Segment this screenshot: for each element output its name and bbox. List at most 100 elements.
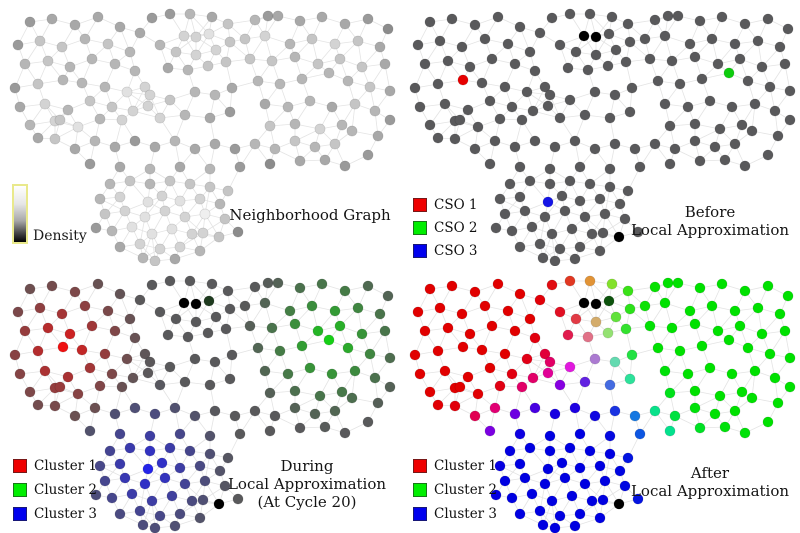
graph-node	[609, 138, 621, 150]
graph-node	[24, 283, 36, 295]
graph-node	[589, 143, 601, 155]
graph-node	[84, 425, 96, 437]
graph-node	[139, 211, 151, 223]
graph-node	[79, 300, 91, 312]
graph-node	[704, 362, 716, 374]
graph-node	[579, 478, 591, 490]
graph-node	[736, 386, 748, 398]
graph-node	[204, 112, 216, 124]
graph-node	[652, 342, 664, 354]
graph-node	[554, 379, 566, 391]
graph-node	[189, 143, 201, 155]
cluster-3-label: Cluster 3	[34, 505, 98, 522]
graph-node	[484, 362, 496, 374]
graph-node	[244, 320, 256, 332]
graph-node	[306, 33, 318, 45]
graph-node	[582, 331, 594, 343]
graph-node	[519, 205, 531, 217]
graph-node	[94, 113, 106, 125]
graph-node	[544, 163, 556, 175]
graph-node	[314, 390, 326, 402]
graph-node	[659, 365, 671, 377]
graph-node	[232, 226, 244, 238]
graph-node	[119, 472, 131, 484]
graph-node	[546, 495, 558, 507]
graph-node	[234, 161, 246, 173]
graph-node	[46, 280, 58, 292]
graph-node	[603, 28, 615, 40]
graph-node	[613, 231, 625, 243]
graph-node	[139, 348, 151, 360]
graph-node	[622, 452, 634, 464]
graph-node	[509, 325, 521, 337]
graph-node	[219, 480, 231, 492]
graph-node	[349, 98, 361, 110]
graph-node	[154, 112, 166, 124]
graph-node	[486, 53, 498, 65]
graph-node	[249, 281, 261, 293]
graph-node	[584, 178, 596, 190]
legend-row: Cluster 2	[413, 482, 497, 498]
graph-node	[156, 457, 168, 469]
graph-node	[164, 361, 176, 373]
graph-node	[723, 334, 735, 346]
title-line: Local Approximation	[227, 475, 387, 493]
graph-node	[764, 348, 776, 360]
graph-node	[599, 475, 611, 487]
graph-node	[594, 245, 606, 257]
graph-node	[624, 106, 636, 118]
graph-node	[539, 211, 551, 223]
graph-node	[519, 472, 531, 484]
graph-node	[229, 143, 241, 155]
graph-node	[84, 95, 96, 107]
graph-node	[296, 340, 308, 352]
graph-node	[614, 465, 626, 477]
graph-node	[419, 325, 431, 337]
title-line: Before	[684, 203, 736, 221]
graph-node	[534, 238, 546, 250]
graph-node	[464, 328, 476, 340]
graph-node	[129, 402, 141, 414]
graph-node	[689, 51, 701, 63]
graph-node	[124, 175, 136, 187]
graph-node	[432, 399, 444, 411]
graph-node	[442, 55, 454, 67]
graph-node	[184, 445, 196, 457]
graph-node	[696, 340, 708, 352]
graph-node	[203, 295, 215, 307]
graph-node	[597, 494, 609, 506]
graph-node	[613, 498, 625, 510]
graph-node	[597, 227, 609, 239]
graph-node	[166, 490, 178, 502]
graph-node	[154, 510, 166, 522]
graph-node	[604, 181, 616, 193]
graph-node	[149, 255, 161, 266]
graph-node	[566, 490, 578, 502]
graph-node	[509, 58, 521, 70]
graph-node	[424, 283, 436, 295]
cso-1-swatch-icon	[413, 197, 427, 212]
graph-node	[284, 38, 296, 50]
graph-node	[649, 405, 661, 417]
graph-node	[762, 13, 774, 25]
graph-node	[119, 205, 131, 217]
graph-node	[84, 158, 96, 170]
graph-node	[137, 519, 149, 531]
graph-node	[244, 53, 256, 65]
graph-node	[606, 11, 618, 23]
graph-node	[104, 178, 116, 190]
graph-node	[94, 380, 106, 392]
graph-node	[527, 372, 539, 384]
graph-node	[746, 125, 758, 137]
graph-node	[249, 14, 261, 26]
graph-node	[189, 410, 201, 422]
graph-node	[762, 280, 774, 292]
graph-node	[154, 243, 166, 255]
graph-node	[249, 138, 261, 150]
graph-node	[723, 67, 735, 79]
graph-node	[694, 155, 706, 167]
graph-node	[224, 36, 236, 48]
graph-node	[739, 160, 751, 172]
graph-node	[329, 405, 341, 417]
graph-node	[739, 285, 751, 297]
